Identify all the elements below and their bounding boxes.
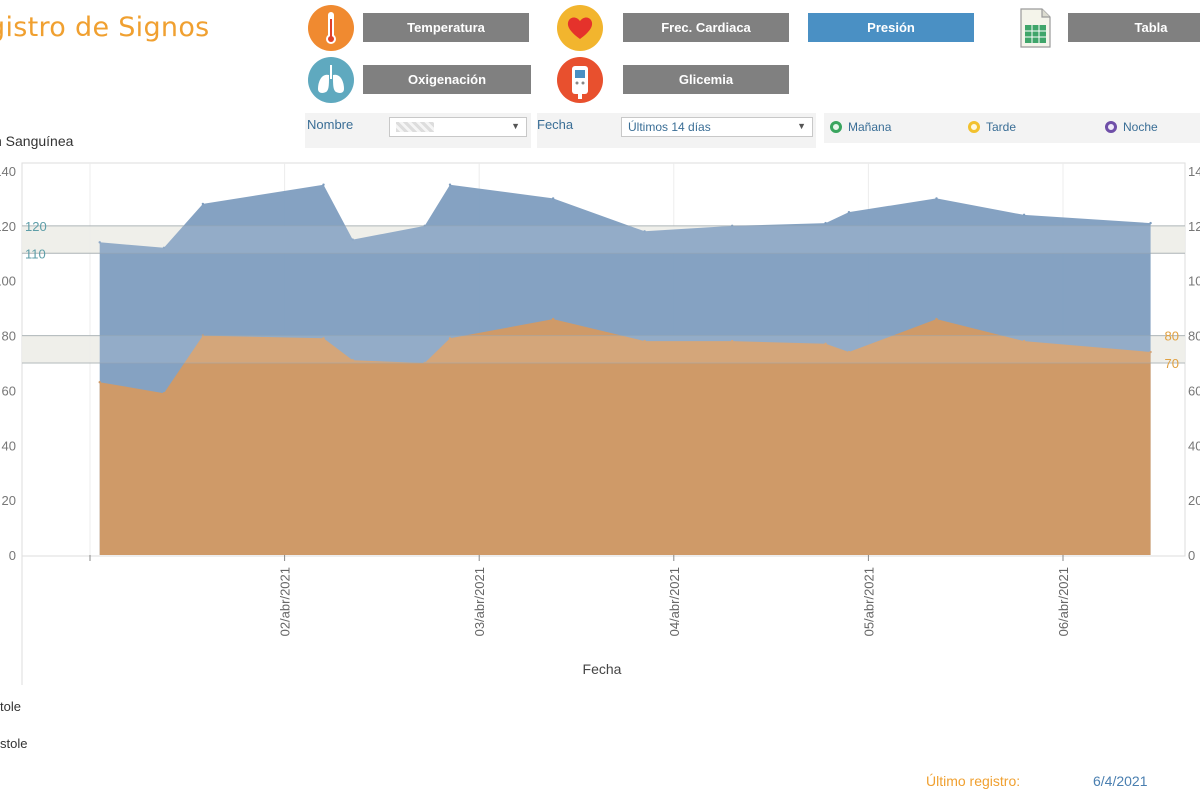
data-point [1022,213,1026,217]
legend-tarde[interactable]: Tarde [968,120,1016,134]
y-tick-label-right: 140 [1188,164,1200,179]
fecha-filter-panel: Fecha Últimos 14 días ▼ [537,113,816,148]
diastole-label: stole [0,736,28,751]
reference-label-left: 120 [25,219,47,234]
spreadsheet-icon[interactable] [1012,5,1058,51]
x-tick-label: 05/abr/2021 [861,567,876,636]
data-point [98,381,101,384]
y-tick-label-right: 80 [1188,329,1200,344]
oxigenacion-button[interactable]: Oxigenación [363,65,531,94]
temperatura-button[interactable]: Temperatura [363,13,529,42]
y-tick-label-left: 140 [0,164,16,179]
sistole-label: tole [0,699,21,714]
sun-icon [968,121,980,133]
nombre-select[interactable]: ▼ [389,117,527,137]
legend-panel [824,113,1200,143]
blood-pressure-chart: 0 20 40 60 80 100 120 140 0 20 40 60 80 100 120 140 110 1… [0,162,1200,685]
data-point [551,317,555,321]
y-tick-label-left: 40 [2,438,16,453]
fecha-value: Últimos 14 días [628,120,711,134]
nombre-label: Nombre [307,117,354,132]
data-point [824,342,827,345]
data-point [1022,339,1026,343]
reference-band-overlay [22,335,1185,363]
data-point [201,202,205,206]
legend-noche[interactable]: Noche [1105,120,1158,134]
data-point [847,350,851,354]
data-point [935,317,938,321]
x-tick-label: 03/abr/2021 [472,567,487,636]
chart-section-title: n Sanguínea [0,133,74,149]
y-tick-label-right: 0 [1188,548,1195,563]
x-tick-label: 06/abr/2021 [1056,567,1071,636]
y-tick-label-left: 0 [9,548,16,563]
presion-button[interactable]: Presión [808,13,974,42]
data-point [643,339,646,343]
data-point [448,183,452,186]
y-tick-label-right: 40 [1188,438,1200,453]
reference-label-right: 80 [1165,329,1179,344]
data-point [1149,221,1152,225]
data-point [847,210,851,214]
data-point [643,230,646,233]
y-tick-label-right: 20 [1188,493,1200,508]
chevron-down-icon[interactable]: ▼ [511,121,520,131]
glicemia-button[interactable]: Glicemia [623,65,789,94]
chevron-down-icon[interactable]: ▼ [797,121,806,131]
reference-band-overlay [22,225,1185,254]
page-title: gistro de Signos [0,12,210,43]
y-tick-label-right: 100 [1188,274,1200,289]
last-record-value: 6/4/2021 [1093,773,1148,789]
moon-icon [1105,121,1117,133]
fecha-label: Fecha [537,117,574,132]
data-point [1149,350,1152,354]
x-tick-label: 04/abr/2021 [667,567,682,636]
fecha-select[interactable]: Últimos 14 días ▼ [621,117,813,137]
lungs-icon[interactable] [308,57,354,103]
y-tick-label-right: 60 [1188,383,1200,398]
y-tick-label-left: 20 [2,493,16,508]
nombre-filter-panel: Nombre ▼ [305,113,531,148]
y-tick-label-right: 120 [1188,219,1200,234]
data-point [162,391,166,395]
data-point [448,337,452,340]
last-record-label: Último registro: [926,773,1021,789]
morning-icon [830,121,842,133]
data-point [351,238,354,241]
glucometer-icon[interactable] [557,57,603,103]
data-point [824,221,827,225]
data-point [551,197,555,200]
x-axis-title: Fecha [583,661,622,677]
redacted-value [396,122,434,132]
legend-manana[interactable]: Mañana [830,120,891,134]
heart-icon[interactable] [557,5,603,51]
x-tick-label: 02/abr/2021 [278,567,293,636]
data-point [98,241,101,244]
data-point [322,183,325,186]
y-tick-label-left: 80 [2,329,16,344]
tabla-button[interactable]: Tabla [1068,13,1200,42]
y-tick-label-left: 100 [0,274,16,289]
thermometer-icon[interactable] [308,5,354,51]
data-point [935,197,938,200]
frec-cardiaca-button[interactable]: Frec. Cardiaca [623,13,789,42]
y-tick-label-left: 120 [0,219,16,234]
data-point [730,339,734,343]
data-point [162,246,166,249]
data-point [351,359,354,362]
area-series-diastole [99,319,1151,555]
data-point [322,337,325,340]
reference-label-right: 70 [1165,356,1179,371]
reference-label-left: 110 [25,246,46,261]
y-tick-label-left: 60 [2,383,16,398]
